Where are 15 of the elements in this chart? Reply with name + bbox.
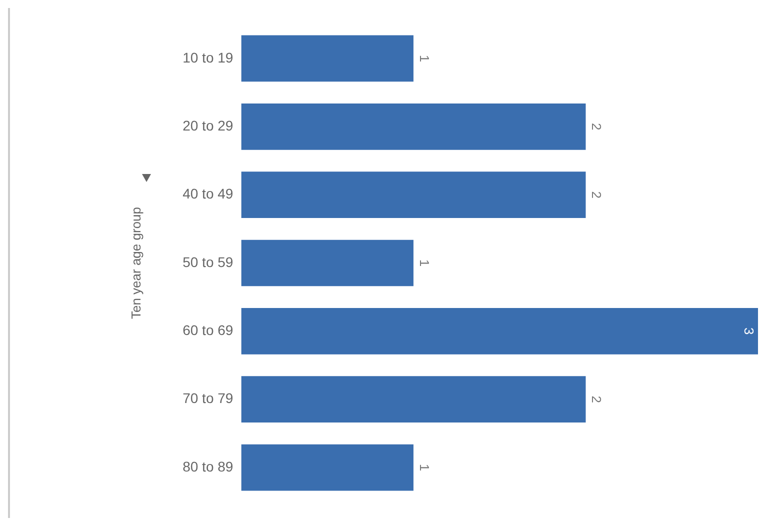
y-tick-label: 50 to 59 <box>182 254 234 270</box>
y-axis-title: Ten year age group <box>128 206 144 320</box>
data-label: 2 <box>589 396 604 403</box>
y-tick-label: 60 to 69 <box>182 322 234 338</box>
data-label: 1 <box>416 464 432 472</box>
data-label: 1 <box>416 259 432 267</box>
y-tick-label: 80 to 89 <box>182 458 234 474</box>
y-tick-label: 40 to 49 <box>182 186 234 202</box>
data-label: 2 <box>589 123 604 130</box>
data-label: 1 <box>416 54 432 62</box>
data-label: 3 <box>741 328 756 335</box>
y-tick-label: 10 to 19 <box>182 49 234 66</box>
y-tick-label: 70 to 79 <box>182 390 234 406</box>
y-tick-label: 20 to 29 <box>182 118 234 134</box>
data-label: 2 <box>589 191 604 198</box>
